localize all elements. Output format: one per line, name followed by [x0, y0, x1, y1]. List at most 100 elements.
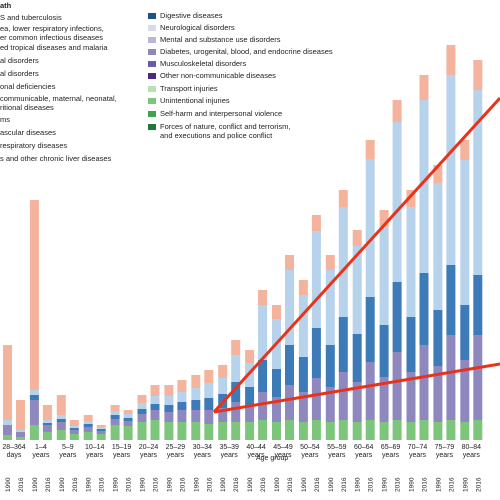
bar-segment	[204, 370, 214, 383]
legend-label: Self-harm and interpersonal violence	[160, 109, 283, 118]
legend-label: S and tuberculosis	[0, 13, 62, 22]
bar-segment	[365, 297, 375, 362]
legend-swatch	[148, 13, 156, 19]
year-label: 1990	[382, 477, 389, 492]
bar-segment	[446, 335, 456, 420]
bar-segment	[325, 255, 335, 270]
bar-segment	[406, 190, 416, 207]
x-tick-label: 15–19 years	[111, 444, 132, 459]
x-tick-label: 80–84 years	[461, 444, 482, 459]
bar-segment	[29, 395, 39, 400]
bar-segment	[218, 365, 228, 378]
bar-segment	[419, 273, 429, 345]
bar-segment	[83, 424, 93, 427]
bar-segment	[473, 335, 483, 420]
bar-segment	[164, 412, 174, 422]
bar-segment	[379, 227, 389, 325]
bar-segment	[392, 122, 402, 282]
bar-segment	[29, 390, 39, 395]
bar-segment	[231, 422, 241, 440]
bar-segment	[3, 345, 12, 420]
bar-segment	[96, 434, 106, 440]
year-label: 1990	[355, 477, 362, 492]
bar-segment	[204, 398, 214, 410]
bar-segment	[191, 410, 201, 422]
x-tick-label: 20–24 years	[138, 444, 159, 459]
bar-segment	[272, 305, 281, 319]
bar-segment	[285, 270, 294, 345]
bar-segment	[42, 423, 52, 425]
bar-segment	[379, 422, 389, 440]
x-tick-label: 1–4 years	[32, 444, 50, 459]
bar-segment	[406, 372, 416, 422]
bar-segment	[137, 403, 147, 409]
bar-segment	[433, 422, 443, 440]
legend-swatch	[148, 98, 156, 104]
bar-segment	[69, 420, 79, 426]
bar-segment	[177, 380, 187, 392]
bar-segment	[392, 352, 402, 420]
legend-swatch	[148, 111, 156, 117]
year-label: 2016	[395, 477, 402, 492]
bar-segment	[137, 414, 147, 422]
year-label: 2016	[179, 477, 186, 492]
bar-segment	[191, 375, 201, 388]
legend-title: ath	[0, 1, 12, 10]
bar-segment	[83, 427, 93, 432]
bar-segment	[433, 366, 443, 422]
bar-segment	[365, 362, 375, 420]
legend-label: Unintentional injuries	[160, 96, 230, 105]
bar-segment	[56, 422, 66, 430]
year-label: 2016	[153, 477, 160, 492]
bar-segment	[285, 385, 294, 420]
year-label: 2016	[287, 477, 294, 492]
bar-segment	[123, 410, 133, 414]
bar-segment	[29, 200, 39, 390]
bar-segment	[433, 183, 443, 310]
bar-segment	[419, 345, 429, 420]
year-label: 1990	[247, 477, 254, 492]
year-label: 1990	[328, 477, 335, 492]
bar-segment	[446, 265, 456, 335]
bar-segment	[164, 396, 174, 405]
bar-segment	[42, 405, 52, 420]
bar-segment	[446, 45, 456, 75]
year-label: 2016	[448, 477, 455, 492]
x-tick-label: 75–79 years	[434, 444, 455, 459]
year-label: 1990	[166, 477, 173, 492]
bar-segment	[204, 410, 214, 424]
bar-segment	[16, 430, 25, 432]
bar-segment	[338, 190, 348, 207]
bar-segment	[42, 425, 52, 432]
bar-segment	[352, 246, 362, 334]
bar-segment	[406, 207, 416, 317]
bar-segment	[29, 425, 39, 440]
x-tick-label: 28–364 days	[2, 444, 26, 459]
year-label: 1990	[220, 477, 227, 492]
bar-segment	[231, 340, 241, 355]
year-label: 1990	[5, 477, 12, 492]
bar-segment	[285, 255, 294, 270]
legend-label: Mental and substance use disorders	[160, 35, 281, 44]
bar-segment	[231, 402, 241, 422]
x-tick-label: 10–14 years	[84, 444, 105, 459]
bar-segment	[123, 418, 133, 421]
bar-segment	[272, 397, 281, 422]
bar-segment	[96, 429, 106, 431]
bar-segment	[204, 424, 214, 440]
bar-segment	[311, 231, 321, 328]
x-tick-label: 65–69 years	[380, 444, 401, 459]
bar-segment	[338, 372, 348, 420]
legend-label: Forces of nature, conflict and terrorism…	[160, 122, 291, 140]
x-tick-label: 30–34 years	[192, 444, 213, 459]
year-label: 1990	[274, 477, 281, 492]
bar-segment	[352, 382, 362, 422]
annotation-line	[212, 96, 500, 414]
bar-segment	[96, 425, 106, 427]
legend-swatch	[148, 86, 156, 92]
bar-segment	[231, 355, 241, 382]
legend-label: Neurological disorders	[160, 23, 235, 32]
legend-label: Diabetes, urogenital, blood, and endocri…	[160, 47, 333, 56]
year-label: 2016	[314, 477, 321, 492]
